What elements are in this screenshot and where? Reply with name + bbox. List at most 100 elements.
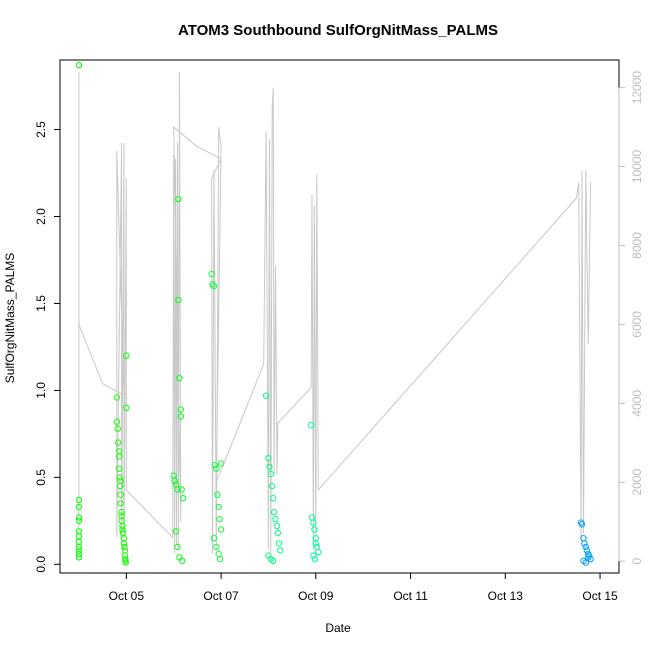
data-point (270, 508, 278, 516)
data-point (176, 554, 183, 561)
data-point (174, 486, 181, 493)
data-point (113, 394, 121, 401)
data-point (313, 543, 320, 551)
data-point (175, 195, 182, 203)
y-tick-label: 2.5 (34, 121, 48, 138)
altitude-line (78, 71, 592, 554)
data-point (116, 474, 123, 481)
y-axis-right: 0 2000 4000 6000 8000 10000 12000 (618, 71, 644, 565)
data-point (75, 503, 83, 511)
data-point (75, 514, 83, 521)
data-point (116, 465, 123, 472)
y-tick-label: 1.5 (34, 295, 48, 312)
y-tick-label: 1.0 (34, 382, 48, 399)
data-point (270, 495, 277, 502)
data-point (115, 439, 122, 446)
data-point (180, 495, 187, 502)
y2-tick-label: 12000 (630, 71, 644, 105)
x-tick-label: Oct 11 (393, 589, 428, 603)
data-point (177, 413, 185, 420)
data-point (312, 540, 319, 547)
data-point (75, 547, 83, 554)
data-point (267, 470, 274, 478)
data-point (213, 543, 220, 551)
y-axis-label: SulfOrgNitMass_PALMS (3, 253, 17, 383)
altitude-series (78, 71, 592, 554)
data-point (277, 547, 284, 554)
data-point (270, 557, 277, 564)
x-axis: Oct 05 Oct 07 Oct 09 Oct 11 Oct 13 Oct 15 (109, 572, 618, 603)
data-point (75, 543, 83, 551)
data-point (120, 540, 128, 547)
data-point (75, 517, 83, 524)
y2-tick-label: 2000 (630, 469, 644, 496)
x-axis-label: Date (325, 621, 351, 635)
data-point (209, 281, 216, 288)
data-point (210, 535, 218, 542)
data-point (117, 491, 124, 498)
data-point (262, 392, 270, 399)
y2-tick-label: 0 (630, 558, 644, 565)
x-tick-label: Oct 15 (582, 589, 618, 603)
data-point (211, 462, 219, 469)
data-point (216, 515, 223, 523)
y2-tick-label: 6000 (630, 311, 644, 338)
data-point (310, 552, 317, 559)
y-tick-label: 2.0 (34, 208, 48, 225)
data-point (269, 482, 276, 490)
data-point (583, 547, 590, 554)
data-point (274, 529, 282, 537)
data-point (75, 496, 83, 504)
data-point (114, 425, 122, 432)
data-point (75, 61, 83, 69)
data-point (213, 465, 220, 472)
x-tick-label: Oct 13 (488, 589, 524, 603)
data-point (123, 404, 130, 411)
data-point (215, 550, 222, 558)
data-point (113, 418, 121, 425)
data-point (118, 508, 125, 516)
data-point (310, 519, 317, 526)
data-point (119, 522, 126, 530)
data-point (179, 557, 186, 564)
data-point (178, 486, 185, 493)
x-tick-label: Oct 05 (109, 589, 145, 603)
data-point (275, 540, 283, 547)
data-point (75, 550, 83, 558)
y-axis-left: 0.0 0.5 1.0 1.5 2.0 2.5 (34, 121, 61, 573)
data-point (265, 455, 272, 462)
data-point (208, 270, 215, 278)
data-point (307, 422, 315, 429)
data-point (272, 515, 279, 523)
data-point (171, 477, 178, 484)
data-point (210, 282, 218, 290)
data-point (580, 535, 587, 542)
chart-title: ATOM3 Southbound SulfOrgNitMass_PALMS (178, 22, 498, 39)
data-point (582, 543, 589, 551)
data-point (214, 491, 221, 498)
data-point (217, 460, 225, 467)
data-point (311, 526, 318, 533)
data-point (177, 406, 185, 413)
data-point (266, 463, 273, 471)
data-point (116, 448, 123, 455)
data-point (121, 543, 128, 551)
data-point (273, 522, 281, 530)
data-point (172, 528, 180, 535)
data-point (75, 554, 83, 561)
data-point (175, 296, 182, 304)
y2-tick-label: 10000 (630, 150, 644, 184)
data-point (121, 547, 129, 554)
data-point (216, 555, 224, 563)
data-point (176, 375, 183, 382)
y2-tick-label: 4000 (630, 390, 644, 417)
y2-tick-label: 8000 (630, 232, 644, 259)
data-point (123, 352, 130, 359)
data-point (117, 500, 124, 507)
data-point (117, 477, 124, 484)
data-point (315, 548, 322, 556)
x-tick-label: Oct 07 (203, 589, 239, 603)
data-point (122, 559, 130, 566)
x-tick-label: Oct 09 (298, 589, 334, 603)
